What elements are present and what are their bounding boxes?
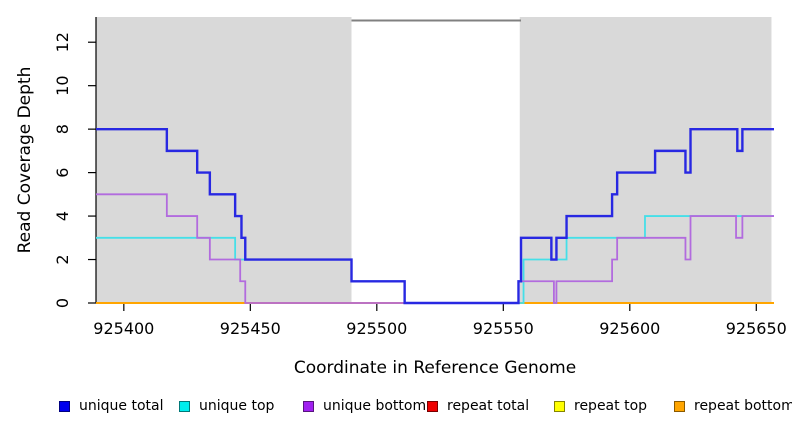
legend-swatch-repeat-top <box>554 400 565 412</box>
legend-swatch-unique-bottom <box>303 400 314 412</box>
y-tick-label: 2 <box>53 254 72 264</box>
y-tick-label: 4 <box>53 211 72 221</box>
legend-label-unique-top: unique top <box>199 398 275 414</box>
y-tick-label: 6 <box>53 168 72 178</box>
legend-label-repeat-bottom: repeat bottom <box>694 398 792 414</box>
series-unique-bottom <box>96 193 774 304</box>
x-tick-label: 925500 <box>346 319 407 338</box>
y-tick-label: 0 <box>53 298 72 308</box>
legend-swatch-repeat-total <box>427 400 438 412</box>
legend-swatch-unique-top <box>179 400 190 412</box>
x-tick-label: 925550 <box>473 319 534 338</box>
legend-label-unique-bottom: unique bottom <box>323 398 427 414</box>
legend: unique total unique top unique bottom repea… <box>0 396 792 422</box>
x-axis-title: Coordinate in Reference Genome <box>294 358 576 378</box>
legend-swatch-unique-total <box>59 400 70 412</box>
legend-item-unique-top: unique top <box>179 396 274 416</box>
legend-item-unique-total: unique total <box>59 396 163 416</box>
plot-layers: 925400 925450 925500 925550 925600 925650 0 2 4 6… <box>53 17 787 338</box>
y-axis-title: Read Coverage Depth <box>15 67 35 254</box>
legend-label-repeat-total: repeat total <box>447 398 530 414</box>
legend-swatch-repeat-bottom <box>674 400 685 412</box>
x-tick-label: 925650 <box>726 319 787 338</box>
x-tick-label: 925600 <box>599 319 660 338</box>
left-shaded-region <box>96 17 352 303</box>
legend-item-unique-bottom: unique bottom <box>303 396 426 416</box>
series-unique-total <box>96 127 774 305</box>
legend-label-repeat-top: repeat top <box>574 398 648 414</box>
y-tick-label: 8 <box>53 124 72 134</box>
y-tick-label: 10 <box>53 75 72 95</box>
right-shaded-region <box>519 17 772 303</box>
plot-canvas: 925400 925450 925500 925550 925600 925650 0 2 4 6… <box>15 17 787 378</box>
x-tick-label: 925400 <box>93 319 154 338</box>
x-tick-label: 925450 <box>220 319 281 338</box>
y-tick-label: 12 <box>53 32 72 52</box>
legend-label-unique-total: unique total <box>79 398 164 414</box>
legend-item-repeat-total: repeat total <box>427 396 529 416</box>
legend-item-repeat-bottom: repeat bottom <box>674 396 792 416</box>
legend-item-repeat-top: repeat top <box>554 396 647 416</box>
